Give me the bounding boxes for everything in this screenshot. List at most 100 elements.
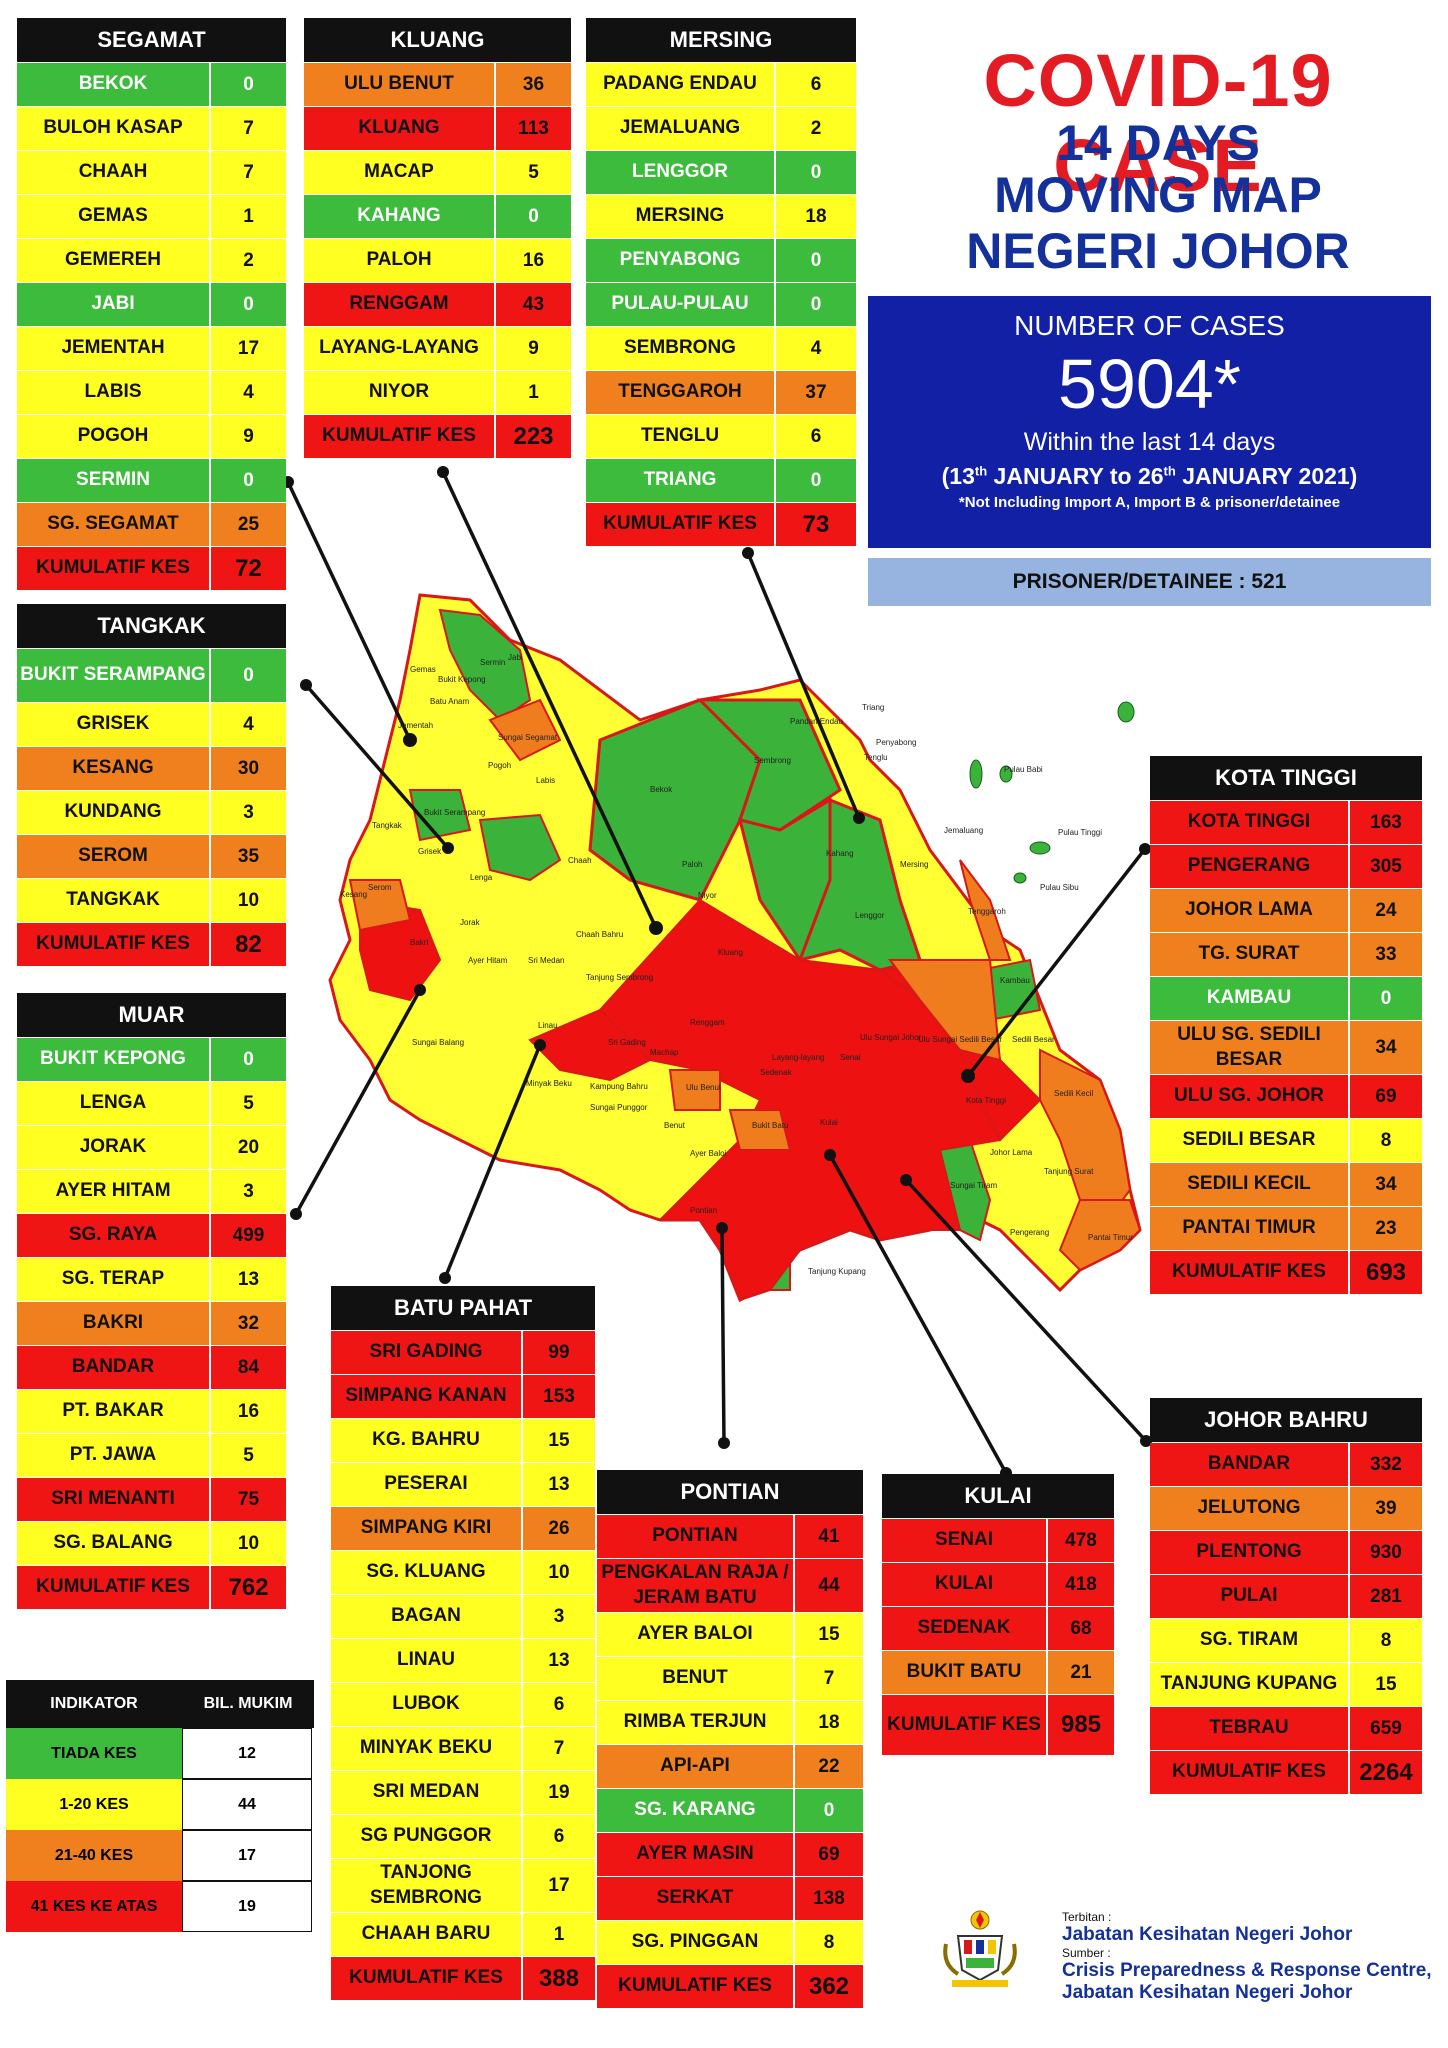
mukim-row: SEROM 35 bbox=[17, 835, 286, 878]
map-label: Pogoh bbox=[488, 761, 511, 770]
mukim-name: BAGAN bbox=[331, 1595, 521, 1638]
mukim-row: SG. RAYA 499 bbox=[17, 1214, 286, 1257]
mukim-case-count: 0 bbox=[776, 239, 856, 282]
district-header: TANGKAK bbox=[17, 604, 286, 648]
mukim-case-count: 39 bbox=[1350, 1487, 1422, 1530]
mukim-row: TANJUNG KUPANG 15 bbox=[1150, 1663, 1422, 1706]
mukim-case-count: 7 bbox=[523, 1727, 595, 1770]
mukim-case-count: 332 bbox=[1350, 1443, 1422, 1486]
mukim-row: JELUTONG 39 bbox=[1150, 1487, 1422, 1530]
map-region-bukit-serampang bbox=[408, 789, 472, 842]
mukim-row: JEMALUANG 2 bbox=[586, 107, 856, 150]
map-label: Pandan Endau bbox=[790, 717, 843, 726]
terbitan-value: Jabatan Kesihatan Negeri Johor bbox=[1062, 1924, 1353, 1945]
map-label: Pulau Babi bbox=[1004, 765, 1043, 774]
map-region-bukit-kepong bbox=[478, 813, 562, 882]
mukim-case-count: 73 bbox=[776, 503, 856, 546]
mukim-name: KUMULATIF KES bbox=[1150, 1251, 1348, 1294]
mukim-row: JOHOR LAMA 24 bbox=[1150, 889, 1422, 932]
mukim-name: AYER MASIN bbox=[597, 1833, 793, 1876]
mukim-name: PALOH bbox=[304, 239, 494, 282]
map-label: Tanjung Sembrong bbox=[586, 973, 653, 982]
mukim-case-count: 1 bbox=[496, 371, 571, 414]
mukim-case-count: 7 bbox=[795, 1657, 863, 1700]
panel-johor-bahru: JOHOR BAHRU BANDAR 332 JELUTONG 39 PLENTONG 93… bbox=[1150, 1398, 1422, 1795]
mukim-name: TANJUNG KUPANG bbox=[1150, 1663, 1348, 1706]
mukim-case-count: 2264 bbox=[1350, 1751, 1422, 1794]
mukim-case-count: 24 bbox=[1350, 889, 1422, 932]
title-moving-map: MOVING MAP bbox=[994, 167, 1322, 223]
mukim-row: GEMEREH 2 bbox=[17, 239, 286, 282]
mukim-row: SEDILI BESAR 8 bbox=[1150, 1119, 1422, 1162]
mukim-case-count: 138 bbox=[795, 1877, 863, 1920]
mukim-row: SIMPANG KIRI 26 bbox=[331, 1507, 595, 1550]
mukim-case-count: 6 bbox=[523, 1815, 595, 1858]
mukim-case-count: 17 bbox=[523, 1859, 595, 1912]
mukim-row: CHAAH BARU 1 bbox=[331, 1913, 595, 1956]
map-label: Tangkak bbox=[372, 821, 403, 830]
mukim-case-count: 762 bbox=[211, 1566, 286, 1609]
sumber-line-1: Crisis Preparedness & Response Centre, bbox=[1062, 1960, 1432, 1981]
map-label: Penyabong bbox=[876, 738, 916, 747]
mukim-name: MINYAK BEKU bbox=[331, 1727, 521, 1770]
district-header: MERSING bbox=[586, 18, 856, 62]
map-label: Bukit Serampang bbox=[424, 808, 485, 817]
leader-dot-pontian-end bbox=[716, 1222, 728, 1234]
panel-kluang: KLUANG ULU BENUT 36 KLUANG 113 MACAP 5 KAHANG 0 P… bbox=[304, 18, 571, 459]
exclusion-note: *Not Including Import A, Import B & pris… bbox=[958, 494, 1341, 511]
legend-header-indicator: INDIKATOR bbox=[50, 1695, 138, 1712]
district-total-row: KUMULATIF KES 388 bbox=[331, 1957, 595, 2000]
map-island-4 bbox=[1029, 841, 1051, 855]
map-label: Mersing bbox=[900, 860, 928, 869]
mukim-name: TG. SURAT bbox=[1150, 933, 1348, 976]
map-label: Ulu Sungai Sedili Besar bbox=[918, 1035, 1002, 1044]
mukim-name: SERKAT bbox=[597, 1877, 793, 1920]
map-island-5 bbox=[1013, 872, 1027, 884]
mukim-row: ULU SG. JOHOR 69 bbox=[1150, 1075, 1422, 1118]
map-label: Machap bbox=[650, 1048, 679, 1057]
mukim-name: PENYABONG bbox=[586, 239, 774, 282]
case-summary-box: NUMBER OF CASES 5904* Within the last 14… bbox=[868, 296, 1431, 548]
mukim-row: KLUANG 113 bbox=[304, 107, 571, 150]
map-label: Pulau Tinggi bbox=[1058, 828, 1102, 837]
map-label: Triang bbox=[862, 703, 884, 712]
panel-mersing: MERSING PADANG ENDAU 6 JEMALUANG 2 LENGGOR 0 ME… bbox=[586, 18, 856, 547]
map-label: Lenggor bbox=[855, 911, 885, 920]
panel-tangkak: TANGKAK BUKIT SERAMPANG 0 GRISEK 4 KESANG 30 KU… bbox=[17, 604, 286, 967]
mukim-row: TG. SURAT 33 bbox=[1150, 933, 1422, 976]
leader-kluang bbox=[441, 471, 658, 929]
map-label: Senai bbox=[840, 1053, 861, 1062]
mukim-row: BEKOK 0 bbox=[17, 63, 286, 106]
mukim-case-count: 10 bbox=[523, 1551, 595, 1594]
leader-dot-tangkak-end bbox=[442, 842, 454, 854]
date-range-sup1: th bbox=[974, 463, 988, 479]
leader-kota-tinggi bbox=[966, 847, 1147, 1078]
mukim-name: KUMULATIF KES bbox=[586, 503, 774, 546]
leader-dot-batu-pahat bbox=[439, 1272, 451, 1284]
leader-dot-pontian bbox=[718, 1437, 730, 1449]
mukim-name: JOHOR LAMA bbox=[1150, 889, 1348, 932]
map-label: Gemas bbox=[410, 665, 436, 674]
mukim-name: KUMULATIF KES bbox=[597, 1965, 793, 2008]
sumber-line-2: Jabatan Kesihatan Negeri Johor bbox=[1062, 1982, 1353, 2003]
mukim-name: BEKOK bbox=[17, 63, 209, 106]
mukim-name: KUMULATIF KES bbox=[17, 547, 209, 590]
mukim-case-count: 20 bbox=[211, 1126, 286, 1169]
leader-dot-muar bbox=[290, 1208, 302, 1220]
mukim-row: GRISEK 4 bbox=[17, 703, 286, 746]
mukim-case-count: 6 bbox=[776, 415, 856, 458]
mukim-case-count: 33 bbox=[1350, 933, 1422, 976]
leader-dot-kulai-end bbox=[824, 1149, 836, 1161]
mukim-row: KOTA TINGGI 163 bbox=[1150, 801, 1422, 844]
mukim-case-count: 693 bbox=[1350, 1251, 1422, 1294]
mukim-row: LINAU 13 bbox=[331, 1639, 595, 1682]
mukim-row: KESANG 30 bbox=[17, 747, 286, 790]
panel-kulai: KULAI SENAI 478 KULAI 418 SEDENAK 68 BUKIT BATU… bbox=[882, 1474, 1114, 1756]
map-label: Sri Gading bbox=[608, 1038, 646, 1047]
mukim-row: KUNDANG 3 bbox=[17, 791, 286, 834]
mukim-name: SRI MEDAN bbox=[331, 1771, 521, 1814]
mukim-name: SG. KLUANG bbox=[331, 1551, 521, 1594]
mukim-row: BAKRI 32 bbox=[17, 1302, 286, 1345]
mukim-name: BANDAR bbox=[17, 1346, 209, 1389]
date-range-mid: JANUARY to 26 bbox=[987, 463, 1164, 489]
